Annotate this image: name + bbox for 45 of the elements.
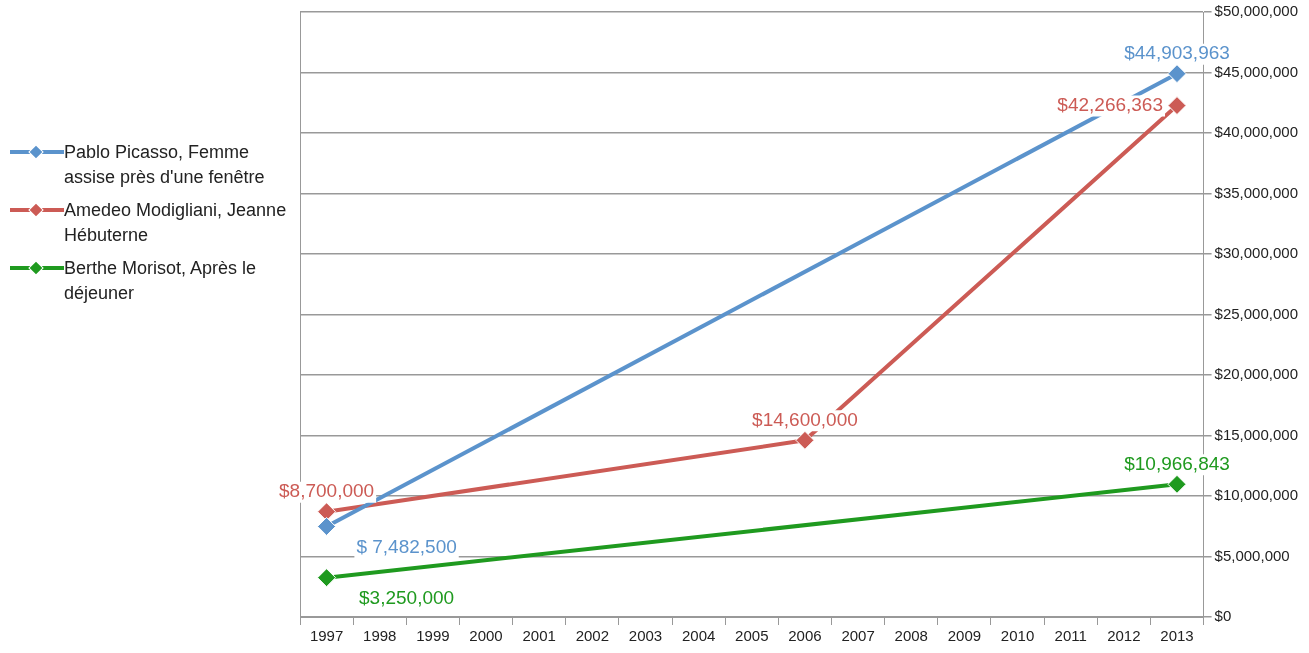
- legend-label: Pablo Picasso, Femme assise près d'une fenêtre: [64, 141, 266, 189]
- x-tick-label: 2011: [1054, 627, 1087, 645]
- data-label: $14,600,000: [752, 409, 858, 431]
- point: [1167, 474, 1187, 494]
- x-tick-label: 2002: [575, 627, 610, 645]
- x-tick-label: 2004: [681, 627, 716, 645]
- y-tick-label: $30,000,000: [1214, 244, 1299, 262]
- y-tick-label: $5,000,000: [1214, 546, 1290, 564]
- y-tick-label: $20,000,000: [1214, 365, 1299, 383]
- x-tick-label: 2000: [469, 627, 503, 645]
- legend-label: Berthe Morisot, Après le déjeuner: [64, 257, 258, 305]
- point: [317, 502, 337, 522]
- point: [795, 430, 815, 450]
- y-tick-label: $25,000,000: [1214, 304, 1299, 322]
- point: [317, 568, 337, 588]
- y-tick-label: $50,000,000: [1214, 2, 1299, 20]
- data-label: $44,903,963: [1124, 42, 1230, 64]
- x-tick-label: 2007: [841, 627, 875, 645]
- x-tick-label: 2003: [628, 627, 663, 645]
- data-label: $8,700,000: [279, 480, 375, 502]
- x-tick-label: 2008: [894, 627, 928, 645]
- y-tick-label: $15,000,000: [1214, 425, 1299, 443]
- y-tick-label: $10,000,000: [1214, 486, 1299, 504]
- x-tick-label: 2013: [1160, 627, 1194, 645]
- x-tick-label: 2006: [788, 627, 822, 645]
- x-tick-label: 2001: [522, 627, 556, 645]
- data-label: $42,266,363: [1057, 93, 1164, 115]
- point: [317, 516, 337, 536]
- x-tick-label: 1998: [363, 627, 397, 645]
- x-tick-label: 1997: [309, 627, 344, 645]
- data-label: $3,250,000: [359, 587, 455, 609]
- point: [1167, 64, 1187, 84]
- x-tick-label: 2009: [947, 627, 982, 645]
- x-tick-label: 1999: [416, 627, 450, 645]
- data-label: $10,966,843: [1124, 453, 1230, 475]
- x-tick-label: 2012: [1107, 627, 1141, 645]
- data-label: $ 7,482,500: [356, 536, 457, 558]
- x-tick-label: 2010: [1000, 627, 1035, 645]
- y-tick-label: $45,000,000: [1214, 62, 1299, 80]
- y-tick-label: $0: [1214, 607, 1232, 625]
- x-tick-label: 2005: [735, 627, 769, 645]
- point: [1167, 96, 1187, 116]
- legend-label: Amedeo Modigliani, Jeanne Hébuterne: [64, 199, 288, 247]
- y-tick-label: $35,000,000: [1214, 183, 1299, 201]
- y-tick-label: $40,000,000: [1214, 123, 1299, 141]
